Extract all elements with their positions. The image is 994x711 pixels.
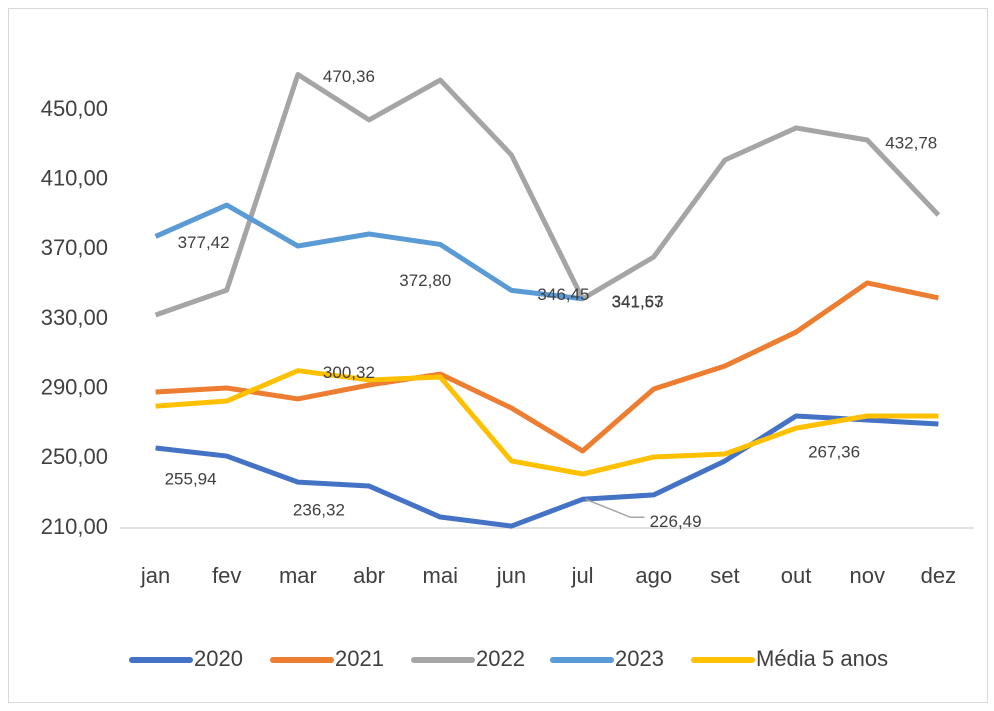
legend-label: 2023 — [615, 646, 664, 671]
data-label: 341,63 — [612, 292, 664, 311]
y-tick-label: 370,00 — [41, 235, 108, 260]
y-tick-label: 330,00 — [41, 305, 108, 330]
x-tick-label: abr — [353, 563, 385, 588]
x-tick-label: set — [710, 563, 739, 588]
data-label: 236,32 — [293, 501, 345, 520]
data-label: 267,36 — [808, 443, 860, 462]
x-tick-label: jun — [496, 563, 526, 588]
x-tick-label: mar — [279, 563, 317, 588]
data-label: 372,80 — [399, 271, 451, 290]
series-line — [154, 202, 583, 302]
series-line — [155, 368, 939, 477]
legend-label: 2020 — [194, 646, 243, 671]
x-tick-label: ago — [635, 563, 672, 588]
data-label: 470,36 — [323, 67, 375, 86]
x-tick-label: jul — [571, 563, 594, 588]
y-tick-label: 410,00 — [41, 165, 108, 190]
legend-label: 2021 — [335, 646, 384, 671]
x-tick-label: jan — [140, 563, 170, 588]
data-label: 346,45 — [537, 285, 589, 304]
x-tick-label: out — [781, 563, 812, 588]
leader-line — [585, 498, 645, 519]
x-tick-label: nov — [850, 563, 885, 588]
series-line — [155, 413, 939, 529]
series-line — [155, 280, 939, 454]
x-tick-label: mai — [423, 563, 458, 588]
y-tick-label: 250,00 — [41, 444, 108, 469]
chart-frame — [8, 8, 988, 703]
legend-label: Média 5 anos — [756, 646, 888, 671]
data-label: 300,32 — [323, 363, 375, 382]
y-tick-label: 210,00 — [41, 514, 108, 539]
data-label: 341,57 — [612, 292, 664, 311]
y-tick-label: 450,00 — [41, 96, 108, 121]
data-label: 377,42 — [178, 233, 230, 252]
y-tick-label: 290,00 — [41, 374, 108, 399]
x-tick-label: fev — [212, 563, 241, 588]
x-tick-label: dez — [921, 563, 956, 588]
data-label: 432,78 — [885, 133, 937, 152]
legend-label: 2022 — [476, 646, 525, 671]
data-label: 226,49 — [650, 512, 702, 531]
data-label: 255,94 — [165, 469, 217, 488]
series-line — [154, 72, 941, 318]
